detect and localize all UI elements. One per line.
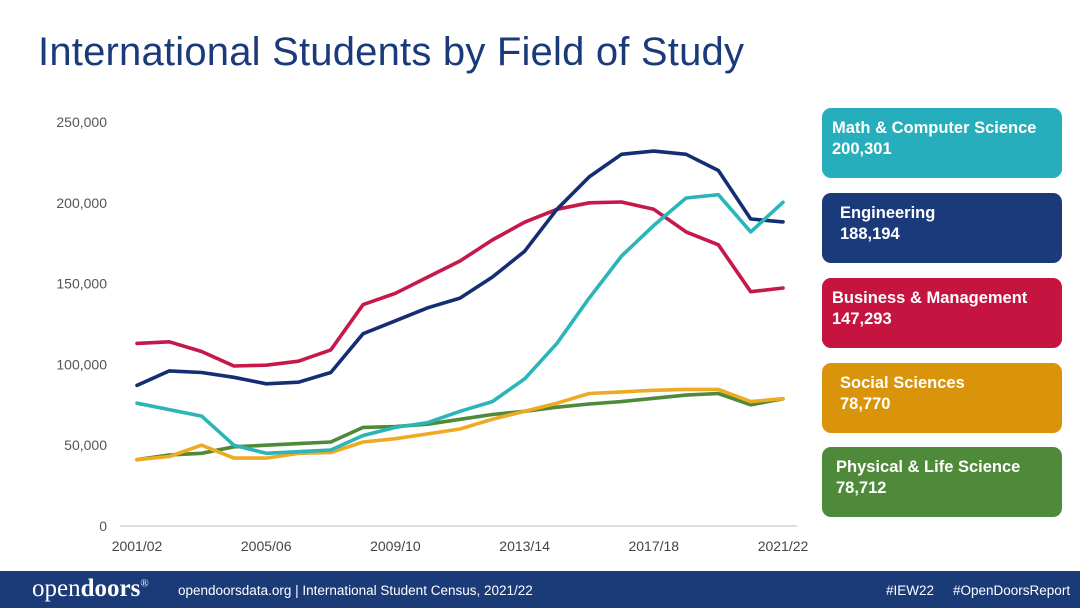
x-tick-label: 2001/02 [112,538,163,554]
logo-bold: doors [80,575,141,602]
logo-mark: ® [140,577,149,590]
legend-item-physical-life-science: Physical & Life Science 78,712 [822,447,1062,517]
legend-value: 78,770 [840,395,891,413]
legend-value: 78,712 [836,479,887,497]
series-line-engineering [135,149,785,388]
series-line-math-computer-science [135,192,785,456]
legend-label: Business & Management [832,289,1028,307]
legend-value: 147,293 [832,310,892,328]
legend-value: 188,194 [840,225,900,243]
y-tick-label: 100,000 [56,356,107,372]
y-tick-label: 150,000 [56,276,107,292]
series-line-physical-life-science [135,391,785,462]
page-title: International Students by Field of Study [38,30,745,74]
logo-regular: open [32,575,81,602]
x-tick-label: 2013/14 [499,538,550,554]
x-tick-label: 2009/10 [370,538,421,554]
footer-bar: opendoors® opendoorsdata.org | Internati… [0,571,1080,608]
legend-label: Engineering [840,204,936,222]
legend-item-business-management: Business & Management 147,293 [822,278,1062,348]
y-tick-label: 250,000 [56,114,107,130]
x-tick-label: 2005/06 [241,538,292,554]
y-tick-label: 200,000 [56,195,107,211]
opendoors-logo: opendoors® [32,575,149,603]
series-line-business-management [135,200,785,368]
x-tick-label: 2021/22 [758,538,809,554]
series-line-social-sciences [135,387,785,462]
legend-label: Social Sciences [840,374,965,392]
hashtag-iew22: #IEW22 [886,583,935,598]
legend-value: 200,301 [832,140,892,158]
y-tick-label: 50,000 [64,437,107,453]
legend-item-engineering: Engineering 188,194 [822,193,1062,263]
legend-item-social-sciences: Social Sciences 78,770 [822,363,1062,433]
x-tick-label: 2017/18 [628,538,679,554]
hashtag-opendoorsreport: #OpenDoorsReport [953,583,1071,598]
legend-label: Physical & Life Science [836,458,1021,476]
line-chart: 0 50,000 100,000 150,000 200,000 250,000 2001/… [56,114,809,554]
legend-label: Math & Computer Science [832,119,1037,137]
legend-item-math-computer-science: Math & Computer Science 200,301 [822,108,1062,178]
y-tick-label: 0 [99,518,107,534]
source-text: opendoorsdata.org | International Studen… [178,583,533,598]
